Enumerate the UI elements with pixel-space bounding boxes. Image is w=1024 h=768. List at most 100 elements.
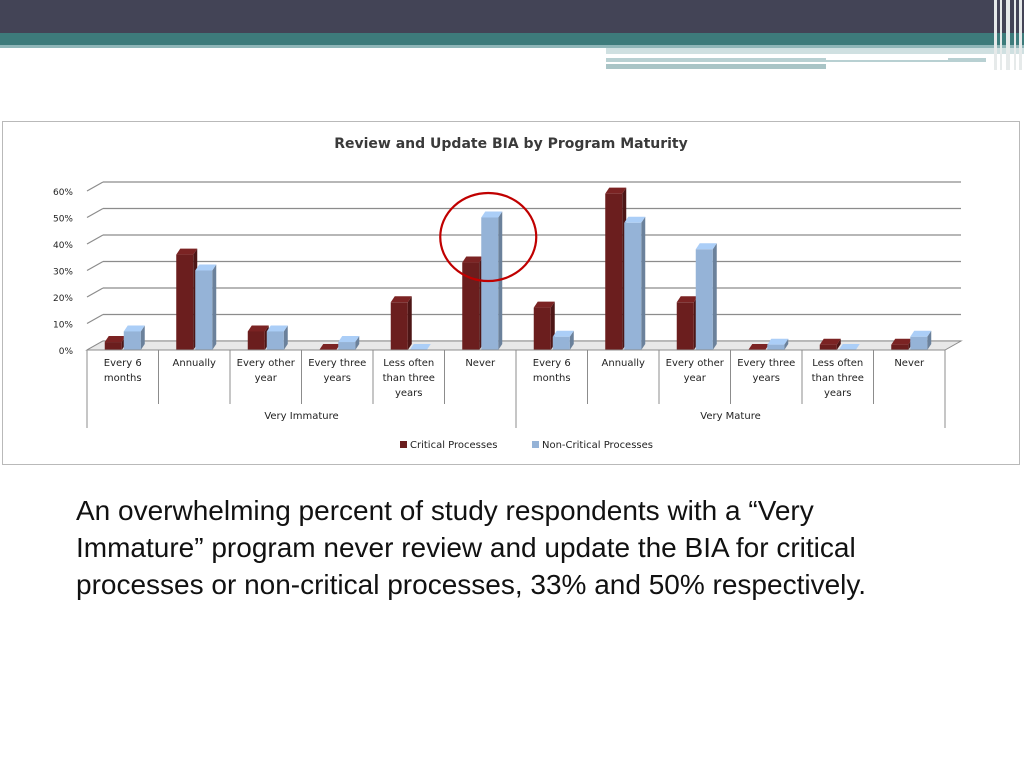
bar-top — [409, 344, 431, 350]
bar-critical — [605, 193, 623, 350]
bar-noncritical — [481, 217, 499, 350]
slide-caption: An overwhelming percent of study respond… — [76, 495, 867, 600]
bar-side — [407, 296, 412, 350]
bar-side — [712, 243, 717, 350]
x-tick-label: years — [824, 388, 852, 399]
bar-top — [748, 344, 770, 350]
bar-side — [140, 325, 145, 350]
gridline-depth — [86, 234, 104, 245]
bar-critical — [176, 254, 194, 350]
x-tick-label: Less often — [812, 358, 863, 369]
y-tick-label: 20% — [53, 294, 73, 304]
bar-top — [533, 301, 555, 308]
x-tick-label: Less often — [383, 358, 434, 369]
group-label: Very Immature — [264, 411, 338, 422]
decorative-line — [826, 56, 948, 60]
x-tick-label: Annually — [602, 358, 646, 369]
bar-side — [355, 336, 360, 350]
bar-top — [838, 344, 860, 350]
decorative-line — [606, 64, 826, 69]
bar-side — [569, 330, 574, 350]
gridline-depth — [86, 287, 104, 298]
bar-critical — [462, 262, 480, 350]
bar-critical — [533, 307, 551, 350]
bar-top — [462, 256, 484, 263]
bar-critical — [390, 302, 408, 350]
bar-top — [910, 330, 932, 337]
legend-swatch — [532, 441, 539, 448]
bar-noncritical — [910, 336, 928, 350]
bar-side — [212, 264, 217, 350]
bar-top — [552, 330, 574, 337]
bar-top — [695, 243, 717, 250]
bar-top — [247, 325, 269, 332]
chart-title: Review and Update BIA by Program Maturit… — [334, 136, 688, 152]
x-tick-label: Every 6 — [533, 358, 571, 369]
x-tick-label: Every other — [237, 358, 296, 369]
x-tick-label: than three — [812, 373, 864, 384]
bar-top — [891, 338, 913, 345]
y-tick-label: 40% — [53, 241, 73, 251]
x-tick-label: Annually — [173, 358, 217, 369]
y-tick-label: 10% — [53, 321, 73, 331]
x-tick-label: year — [255, 373, 278, 384]
bar-noncritical — [266, 331, 284, 350]
bar-critical — [676, 302, 694, 350]
x-tick-label: months — [533, 373, 571, 384]
x-tick-label: Never — [894, 358, 925, 369]
highlight-circle — [439, 191, 538, 283]
x-tick-label: than three — [383, 373, 435, 384]
bar-top — [266, 325, 288, 332]
bar-noncritical — [624, 222, 642, 350]
decorative-line — [606, 58, 986, 62]
bar-critical — [104, 342, 122, 350]
decorative-stripes — [992, 0, 1024, 70]
x-tick-label: Every three — [308, 358, 366, 369]
decorative-line — [606, 48, 1024, 54]
bar-critical — [819, 344, 837, 350]
bar-critical — [247, 331, 265, 350]
legend-label: Critical Processes — [410, 440, 497, 451]
x-tick-label: year — [684, 373, 707, 384]
y-tick-label: 60% — [53, 188, 73, 198]
bar-side — [283, 325, 288, 350]
bar-top — [767, 338, 789, 345]
bar-top — [819, 338, 841, 345]
chart-container: Review and Update BIA by Program Maturit… — [2, 121, 1020, 465]
bar-top — [605, 187, 627, 194]
x-tick-label: Every three — [737, 358, 795, 369]
bar-critical — [891, 344, 909, 350]
x-tick-label: Every 6 — [104, 358, 142, 369]
group-label: Very Mature — [700, 411, 760, 422]
bar-top — [624, 216, 646, 223]
bar-noncritical — [195, 270, 213, 350]
bar-noncritical — [338, 342, 356, 350]
bar-top — [123, 325, 145, 332]
bar-side — [927, 330, 932, 350]
bar-top — [390, 296, 412, 303]
header-teal-band — [0, 33, 1024, 45]
bar-noncritical — [695, 249, 713, 350]
header-teal-light-band — [0, 45, 1024, 48]
bar-chart: 0% 10% 20% 30% 40% 50% 60% Every 6 months Annuall… — [53, 181, 963, 451]
bar-top — [104, 336, 126, 343]
bar-top — [481, 211, 503, 218]
gridline-depth — [86, 260, 104, 272]
bar-top — [319, 344, 341, 350]
x-tick-label: years — [752, 373, 780, 384]
x-tick-label: Never — [465, 358, 496, 369]
gridline-depth — [86, 207, 104, 219]
bar-noncritical — [123, 331, 141, 350]
bar-top — [676, 296, 698, 303]
legend-label: Non-Critical Processes — [542, 440, 653, 451]
bar-noncritical — [552, 336, 570, 350]
y-tick-label: 50% — [53, 215, 73, 225]
bar-top — [338, 336, 360, 343]
bar-noncritical — [767, 344, 785, 350]
bar-side — [784, 338, 789, 350]
y-tick-label: 30% — [53, 268, 73, 278]
x-tick-label: years — [395, 388, 423, 399]
bar-top — [176, 248, 198, 255]
bar-top — [195, 264, 217, 271]
bar-side — [836, 338, 841, 350]
